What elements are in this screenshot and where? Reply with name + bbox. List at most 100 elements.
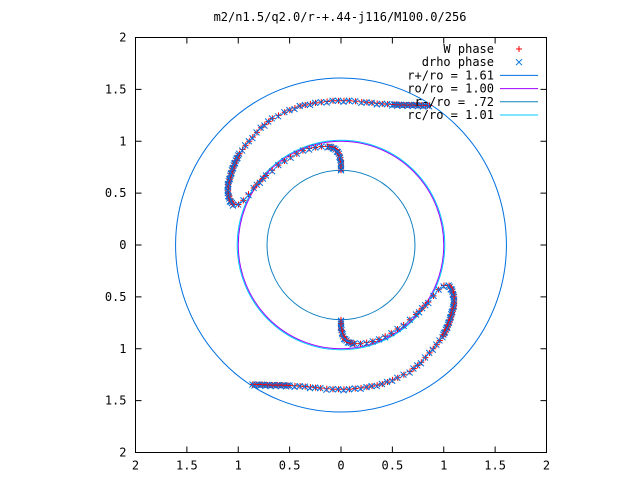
drho-phase-point <box>351 97 359 105</box>
x-tick-label: 0.5 <box>279 459 301 473</box>
drho-phase-point <box>293 150 301 158</box>
w-phase-point <box>416 308 423 315</box>
drho-phase-point <box>387 329 395 337</box>
drho-phase-point <box>421 354 429 361</box>
drho-phase-point <box>291 383 298 391</box>
drho-phase-point <box>433 341 440 348</box>
drho-phase-point <box>337 165 345 173</box>
drho-phase-point <box>311 99 319 107</box>
drho-phase-point <box>345 97 353 105</box>
drho-phase-point <box>268 115 276 122</box>
reference-circle <box>175 77 507 413</box>
drho-phase-point <box>280 108 288 116</box>
drho-phase-point <box>274 161 282 169</box>
drho-phase-point <box>301 101 309 109</box>
drho-phase-point <box>357 385 365 393</box>
y-tick-label: 1 <box>119 134 126 148</box>
drho-phase-point <box>281 157 288 165</box>
drho-phase-point <box>340 386 347 394</box>
drho-phase-point <box>378 380 386 388</box>
data-points <box>224 97 458 394</box>
drho-phase-point <box>421 301 429 309</box>
reference-circle <box>266 169 416 321</box>
legend-cross-marker <box>515 58 523 66</box>
drho-phase-point <box>406 316 414 324</box>
drho-phase-point <box>249 134 256 142</box>
y-tick-label: 0.5 <box>105 186 127 200</box>
drho-phase-point <box>238 147 246 154</box>
drho-phase-point <box>250 184 258 192</box>
drho-phase-point <box>305 146 313 153</box>
drho-phase-point <box>299 147 307 154</box>
y-tick-label: 2 <box>119 31 126 45</box>
drho-phase-point <box>274 112 282 120</box>
drho-phase-point <box>340 98 347 106</box>
drho-phase-point <box>430 292 437 300</box>
drho-phase-point <box>334 97 342 105</box>
w-phase-point <box>324 143 331 150</box>
drho-phase-point <box>368 99 375 107</box>
reference-circle <box>236 139 446 351</box>
drho-phase-point <box>440 283 447 290</box>
reference-circle <box>237 140 445 350</box>
drho-phase-point <box>383 100 391 108</box>
drho-phase-point <box>375 336 383 343</box>
w-phase-point <box>269 167 276 174</box>
drho-phase-point <box>363 340 371 347</box>
drho-phase-point <box>306 101 314 109</box>
w-phase-point <box>306 145 313 152</box>
legend-label: rc/ro = 1.01 <box>407 108 494 122</box>
drho-phase-point <box>329 97 336 105</box>
drho-phase-point <box>329 385 336 393</box>
drho-phase-point <box>363 383 370 391</box>
drho-phase-point <box>323 386 330 394</box>
axis-ticks: 2 1.5 1 0.5 0 0.5 1 1.5 221.510.500.511.52 <box>105 31 550 473</box>
y-tick-label: 0.5 <box>105 290 127 304</box>
drho-phase-point <box>296 102 304 110</box>
drho-phase-point <box>369 338 377 345</box>
w-phase-point <box>425 299 432 306</box>
y-tick-label: 2 <box>119 446 126 460</box>
drho-phase-point <box>334 385 342 393</box>
drho-phase-point <box>291 105 298 113</box>
x-tick-label: 0.5 <box>382 459 404 473</box>
legend-label: ro/ro = 1.00 <box>407 82 494 96</box>
drho-phase-point <box>245 191 252 199</box>
w-phase-point <box>245 191 252 198</box>
x-tick-label: 1 <box>440 459 447 473</box>
drho-phase-point <box>378 100 386 108</box>
drho-phase-point <box>287 154 295 162</box>
drho-phase-point <box>345 385 353 393</box>
drho-phase-point <box>317 98 325 106</box>
drho-phase-point <box>406 369 413 376</box>
legend-label: drho phase <box>422 55 494 69</box>
x-tick-label: 1.5 <box>176 459 198 473</box>
y-tick-label: 1.5 <box>105 82 127 96</box>
drho-phase-point <box>381 333 389 341</box>
chart-title: m2/n1.5/q2.0/r-+.44-j116/M100.0/256 <box>214 10 467 24</box>
drho-phase-point <box>373 382 381 390</box>
w-phase-point <box>382 333 389 340</box>
legend-plus-marker <box>516 46 522 52</box>
w-phase-point <box>400 321 407 328</box>
drho-phase-point <box>311 144 319 151</box>
w-phase-point <box>287 153 294 160</box>
reference-circles <box>175 77 507 413</box>
drho-phase-point <box>388 377 396 385</box>
w-phase-point <box>363 339 370 346</box>
drho-phase-point <box>424 299 432 307</box>
drho-phase-point <box>400 371 407 379</box>
x-tick-label: 0 <box>337 459 344 473</box>
drho-phase-point <box>224 186 232 194</box>
legend-label: r+/ro = 1.61 <box>407 68 494 82</box>
drho-phase-point <box>412 311 420 318</box>
drho-phase-point <box>415 309 423 316</box>
drho-phase-point <box>324 144 331 151</box>
drho-phase-point <box>351 340 358 347</box>
drho-phase-point <box>400 322 408 330</box>
drho-phase-point <box>257 124 265 132</box>
drho-phase-point <box>259 175 267 182</box>
w-phase-point <box>256 178 263 185</box>
